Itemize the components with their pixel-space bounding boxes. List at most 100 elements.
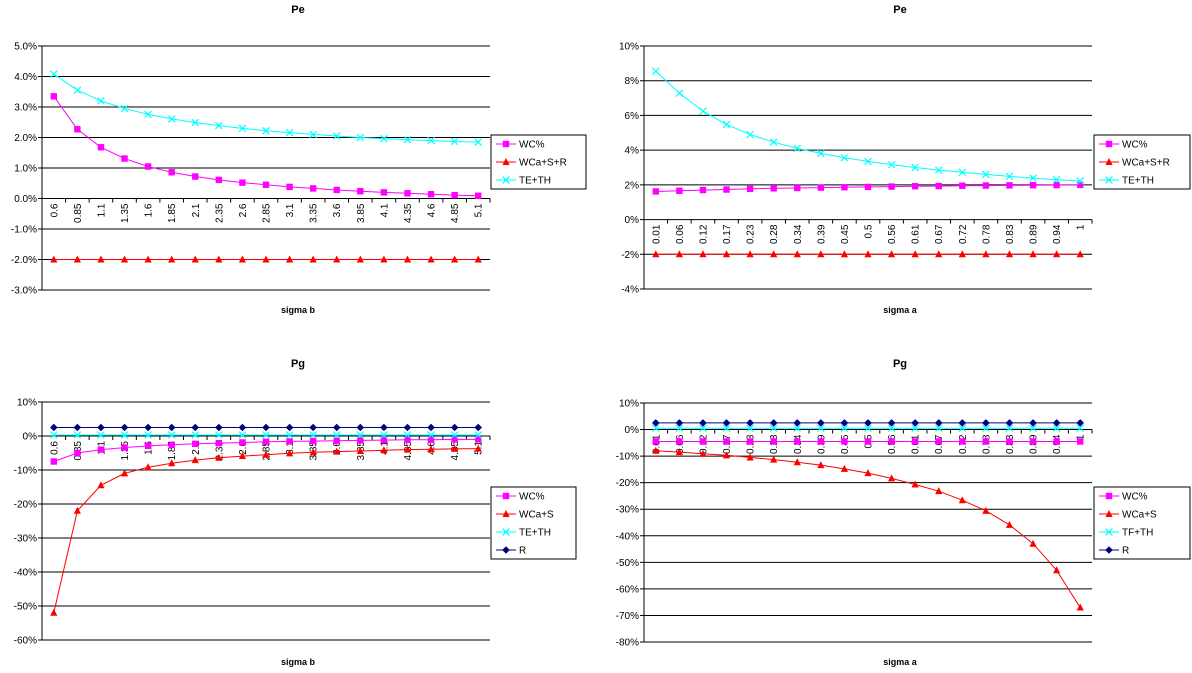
data-point	[167, 115, 176, 123]
data-point	[934, 166, 943, 174]
data-point	[958, 250, 966, 258]
data-point	[1076, 603, 1084, 611]
x-tick-label: 4.85	[450, 203, 461, 223]
data-point	[97, 255, 105, 263]
data-point	[191, 118, 200, 127]
series-line	[53, 96, 479, 197]
data-point	[309, 255, 317, 263]
x-tick-label: 0.83	[1005, 224, 1016, 244]
data-point	[1029, 438, 1037, 445]
data-point	[722, 451, 731, 459]
legend-marker	[502, 546, 510, 554]
data-point	[73, 423, 82, 432]
data-point	[1029, 250, 1037, 258]
data-point	[191, 456, 199, 464]
data-point	[403, 431, 412, 439]
x-tick-label: 0.56	[887, 224, 898, 244]
data-point	[652, 250, 660, 258]
data-point	[746, 424, 754, 433]
x-tick-label: 0.67	[934, 224, 945, 244]
x-axis-label: sigma a	[883, 305, 918, 315]
data-point	[427, 255, 435, 263]
series-line	[655, 70, 1081, 182]
data-point	[887, 474, 896, 482]
data-point	[50, 458, 57, 465]
data-point	[1052, 424, 1061, 433]
legend-marker	[1105, 158, 1113, 165]
data-point	[675, 419, 684, 427]
data-point	[168, 459, 176, 467]
data-point	[722, 250, 731, 258]
data-point	[794, 438, 801, 445]
data-point	[403, 423, 412, 432]
legend-marker	[1105, 528, 1113, 536]
data-point	[332, 132, 341, 140]
data-point	[651, 424, 660, 433]
data-point	[934, 419, 943, 427]
data-point	[699, 449, 707, 457]
chart-title: Pg	[291, 358, 305, 370]
data-point	[1053, 566, 1061, 574]
data-point	[793, 419, 802, 427]
legend-marker	[1105, 140, 1113, 148]
legend-label: R	[1122, 546, 1129, 557]
legend-label: WCa+S+R	[519, 158, 567, 169]
data-point	[651, 67, 660, 75]
data-point	[1029, 539, 1037, 547]
x-tick-label: 2.6	[238, 441, 249, 455]
series-4	[49, 423, 483, 432]
data-point	[887, 250, 896, 258]
data-point	[1076, 419, 1085, 427]
data-point	[427, 436, 435, 443]
data-point	[451, 436, 458, 443]
y-tick-label: 0.0%	[14, 194, 37, 205]
data-point	[450, 137, 459, 146]
data-point	[121, 155, 128, 162]
series-3	[651, 424, 1085, 433]
data-point	[357, 437, 364, 444]
data-point	[935, 438, 942, 445]
data-point	[746, 438, 754, 445]
x-tick-label: 2.6	[238, 203, 249, 217]
data-point	[840, 153, 849, 162]
x-tick-label: 0.89	[1029, 224, 1040, 244]
legend-label: WCa+S	[1122, 510, 1157, 521]
data-point	[675, 89, 684, 98]
x-tick-label: 0.39	[816, 224, 827, 244]
data-point	[676, 438, 683, 445]
data-point	[451, 444, 459, 452]
data-point	[356, 446, 364, 454]
y-tick-label: 8%	[625, 76, 640, 87]
y-tick-label: -50%	[14, 602, 37, 613]
legend-label: WC%	[519, 140, 545, 151]
x-tick-label: 1.85	[167, 441, 178, 461]
data-point	[982, 419, 990, 427]
data-point	[887, 419, 896, 427]
x-tick-label: 0.5	[864, 224, 875, 238]
legend-label: TE+TH	[1122, 176, 1154, 187]
data-point	[1005, 172, 1014, 181]
data-point	[817, 250, 825, 258]
legend-label: WCa+S	[519, 510, 554, 521]
data-point	[238, 452, 247, 460]
data-point	[474, 138, 483, 146]
data-point	[120, 104, 129, 113]
data-point	[144, 163, 152, 170]
data-point	[982, 250, 990, 258]
data-point	[262, 431, 270, 439]
x-tick-label: 5.1	[474, 203, 485, 217]
data-point	[286, 183, 293, 191]
data-point	[840, 250, 849, 258]
data-point	[722, 120, 731, 129]
x-axis-label: sigma b	[281, 305, 316, 315]
data-point	[1052, 175, 1061, 184]
data-point	[652, 188, 659, 195]
data-point	[50, 255, 58, 263]
data-point	[817, 461, 825, 469]
legend-marker	[1105, 176, 1113, 184]
data-point	[864, 157, 872, 166]
y-tick-label: -20%	[616, 478, 639, 489]
data-point	[120, 255, 129, 263]
data-point	[958, 424, 967, 433]
legend: WC% WCa+S TE+TH R	[490, 486, 577, 560]
